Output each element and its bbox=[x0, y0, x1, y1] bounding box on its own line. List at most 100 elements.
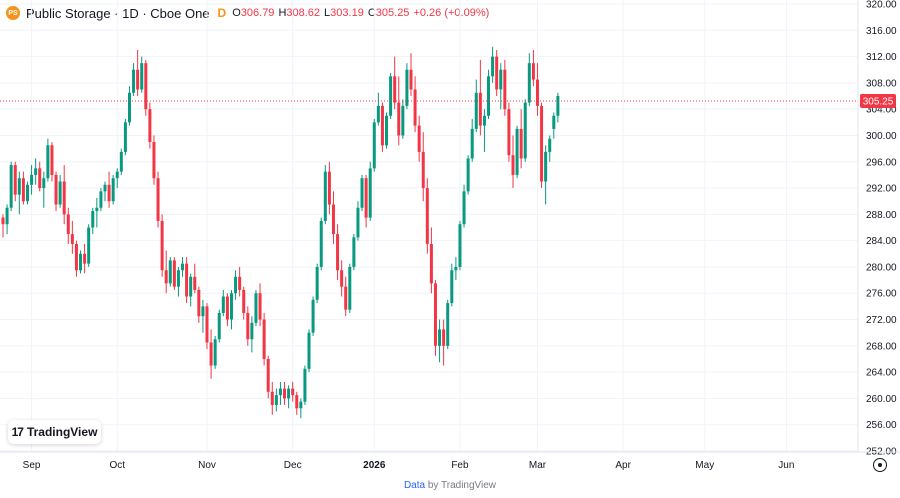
price-tick-label: 308.00 bbox=[866, 78, 897, 89]
candle-body bbox=[176, 270, 180, 287]
candle-body bbox=[5, 207, 9, 225]
candle bbox=[5, 204, 9, 235]
candle-body bbox=[103, 184, 107, 192]
symbol-logo: PS bbox=[6, 6, 20, 20]
candle-body bbox=[511, 155, 515, 175]
candle-body bbox=[287, 388, 291, 399]
candle-body bbox=[83, 253, 87, 264]
time-tick-label: Feb bbox=[451, 460, 469, 471]
candle bbox=[458, 220, 462, 271]
candle bbox=[336, 224, 340, 281]
candle-body bbox=[262, 319, 266, 359]
candle-body bbox=[368, 168, 372, 218]
candle-body bbox=[315, 266, 319, 300]
candle-body bbox=[291, 388, 295, 396]
price-tick-label: 280.00 bbox=[866, 262, 897, 273]
price-tick-label: 292.00 bbox=[866, 184, 897, 195]
candle-body bbox=[221, 296, 225, 313]
symbol-title[interactable]: Public Storage · 1D · Cboe One bbox=[26, 5, 210, 21]
candle bbox=[380, 102, 384, 152]
candle bbox=[344, 276, 348, 317]
candle-body bbox=[189, 276, 193, 297]
candle-body bbox=[523, 102, 527, 159]
candle bbox=[254, 289, 258, 327]
candle-body bbox=[503, 69, 507, 110]
candle bbox=[152, 135, 156, 185]
candle bbox=[303, 365, 307, 405]
candle-body bbox=[54, 174, 58, 205]
candle bbox=[372, 119, 376, 172]
candles-layer bbox=[1, 46, 560, 419]
candle-body bbox=[107, 184, 111, 202]
candle bbox=[417, 115, 421, 162]
candle-body bbox=[201, 306, 205, 317]
candle bbox=[470, 119, 474, 162]
candle bbox=[58, 174, 62, 208]
candle-body bbox=[491, 56, 495, 77]
candle bbox=[34, 158, 38, 185]
candle-body bbox=[58, 181, 62, 205]
candle-body bbox=[66, 214, 70, 235]
candle-body bbox=[266, 358, 270, 392]
candle-body bbox=[499, 69, 503, 90]
close-label: C bbox=[367, 7, 376, 19]
time-tick-label: May bbox=[695, 460, 714, 471]
candle bbox=[262, 312, 266, 366]
candle-body bbox=[148, 109, 152, 143]
price-tick-label: 284.00 bbox=[866, 236, 897, 247]
candle-body bbox=[123, 122, 127, 152]
tradingview-watermark[interactable]: 17 TradingView bbox=[8, 420, 101, 444]
low-value: 303.19 bbox=[330, 7, 364, 19]
candle bbox=[413, 76, 417, 133]
chart-grid bbox=[0, 0, 858, 452]
data-link[interactable]: Data bbox=[403, 480, 426, 491]
candle bbox=[311, 296, 315, 336]
candle bbox=[376, 92, 380, 126]
candle-body bbox=[372, 122, 376, 169]
candle bbox=[17, 171, 21, 215]
candle-body bbox=[348, 266, 352, 310]
candle bbox=[164, 250, 168, 294]
time-axis: Sep Oct Nov Dec 2026 Feb Mar Apr May Jun bbox=[0, 451, 900, 471]
candle bbox=[168, 257, 172, 287]
candle-body bbox=[487, 76, 491, 116]
candle-body bbox=[356, 207, 360, 238]
candle bbox=[1, 214, 5, 238]
time-tick-label: Oct bbox=[109, 460, 125, 471]
candle bbox=[266, 355, 270, 399]
candle bbox=[478, 59, 482, 136]
candle bbox=[450, 263, 454, 307]
candle-body bbox=[389, 76, 393, 116]
candle-body bbox=[344, 286, 348, 310]
candle-body bbox=[209, 342, 213, 366]
candle-body bbox=[217, 312, 221, 340]
candle bbox=[74, 240, 78, 277]
candle bbox=[172, 257, 176, 290]
candle bbox=[385, 112, 389, 149]
delayed-data-badge[interactable]: D bbox=[217, 6, 227, 20]
candle bbox=[79, 250, 83, 274]
candle bbox=[535, 63, 539, 116]
candle bbox=[323, 165, 327, 225]
price-tick-label: 264.00 bbox=[866, 368, 897, 379]
candle-body bbox=[331, 204, 335, 235]
candle-body bbox=[160, 220, 164, 271]
time-tick-label: Dec bbox=[284, 460, 302, 471]
price-tick-label: 316.00 bbox=[866, 26, 897, 37]
candle bbox=[409, 53, 413, 97]
candle-body bbox=[376, 105, 380, 123]
candle-body bbox=[246, 312, 250, 340]
low-label: L bbox=[324, 7, 331, 19]
candle bbox=[315, 263, 319, 304]
candle-body bbox=[17, 178, 21, 195]
settings-icon[interactable] bbox=[873, 458, 887, 472]
close-value: 305.25 bbox=[375, 7, 410, 19]
candle bbox=[221, 289, 225, 317]
price-tick-label: 256.00 bbox=[866, 420, 897, 431]
candle-body bbox=[544, 151, 548, 182]
candle bbox=[197, 286, 201, 323]
candle bbox=[352, 234, 356, 271]
candle-body bbox=[115, 171, 119, 179]
candle bbox=[115, 168, 119, 189]
